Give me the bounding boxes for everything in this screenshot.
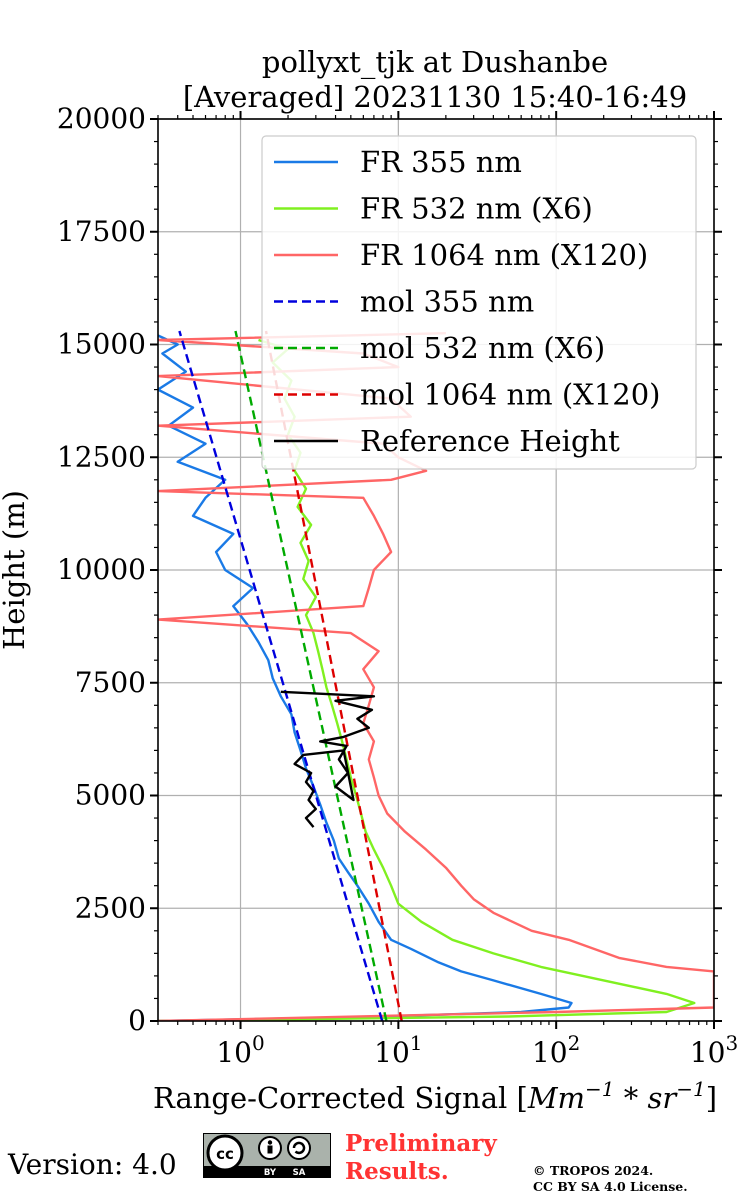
y-tick-label: 10000 <box>57 553 146 586</box>
svg-text:cc: cc <box>216 1145 234 1163</box>
y-tick-label: 20000 <box>57 102 146 135</box>
y-tick-label: 7500 <box>75 666 146 699</box>
chart-title-line2: [Averaged] 20231130 15:40-16:49 <box>183 80 687 114</box>
legend: FR 355 nm FR 532 nm (X6) FR 1064 nm (X120)… <box>261 135 697 470</box>
version-label: Version: 4.0 <box>8 1148 177 1181</box>
legend-label: mol 1064 nm (X120) <box>360 378 661 412</box>
series-line-7 <box>280 690 376 828</box>
chart-title-line1: pollyxt_tjk at Dushanbe <box>262 45 608 80</box>
legend-label: mol 355 nm <box>360 285 534 319</box>
preliminary-line2: Results. <box>345 1158 449 1185</box>
copyright-notice: © TROPOS 2024. CC BY SA 4.0 License. <box>533 1163 688 1195</box>
legend-label: FR 532 nm (X6) <box>360 192 593 226</box>
x-tick-label: 102 <box>532 1031 580 1069</box>
axis-ticks <box>150 111 722 1029</box>
y-axis-label: Height (m) <box>0 490 31 650</box>
svg-text:SA: SA <box>293 1168 306 1178</box>
y-tick-label: 12500 <box>57 440 146 473</box>
y-tick-label: 0 <box>128 1004 146 1037</box>
y-tick-label: 5000 <box>75 779 146 812</box>
cc-by-sa-icon: cc BY SA <box>203 1133 331 1178</box>
series-line-1 <box>158 334 573 1021</box>
y-tick-label: 2500 <box>75 891 146 924</box>
x-tick-label: 103 <box>690 1031 738 1069</box>
lidar-signal-chart: pollyxt_tjk at Dushanbe [Averaged] 20231… <box>0 45 738 1115</box>
legend-label: mol 532 nm (X6) <box>360 331 605 365</box>
x-tick-label: 100 <box>216 1031 264 1069</box>
x-tick-labels: 100 101 102 103 <box>216 1031 738 1069</box>
svg-text:BY: BY <box>264 1168 277 1178</box>
x-tick-label: 101 <box>374 1031 422 1069</box>
legend-box <box>261 135 697 470</box>
series-line-5 <box>234 330 388 1021</box>
series-line-4 <box>178 330 384 1021</box>
y-tick-label: 17500 <box>57 215 146 248</box>
legend-label: Reference Height <box>360 424 620 458</box>
legend-label: FR 355 nm <box>360 145 522 179</box>
copyright-line2: CC BY SA 4.0 License. <box>533 1179 688 1194</box>
preliminary-notice: Preliminary Results. <box>345 1130 497 1186</box>
y-tick-label: 15000 <box>57 328 146 361</box>
x-axis-label: Range-Corrected Signal [Mm−1 * sr−1] <box>153 1077 717 1115</box>
y-tick-labels: 0 2500 5000 7500 10000 12500 15000 17500 20000 <box>57 102 146 1037</box>
legend-label: FR 1064 nm (X120) <box>360 238 648 272</box>
copyright-line1: © TROPOS 2024. <box>533 1163 654 1178</box>
preliminary-line1: Preliminary <box>345 1130 497 1157</box>
series-line-6 <box>264 330 403 1021</box>
